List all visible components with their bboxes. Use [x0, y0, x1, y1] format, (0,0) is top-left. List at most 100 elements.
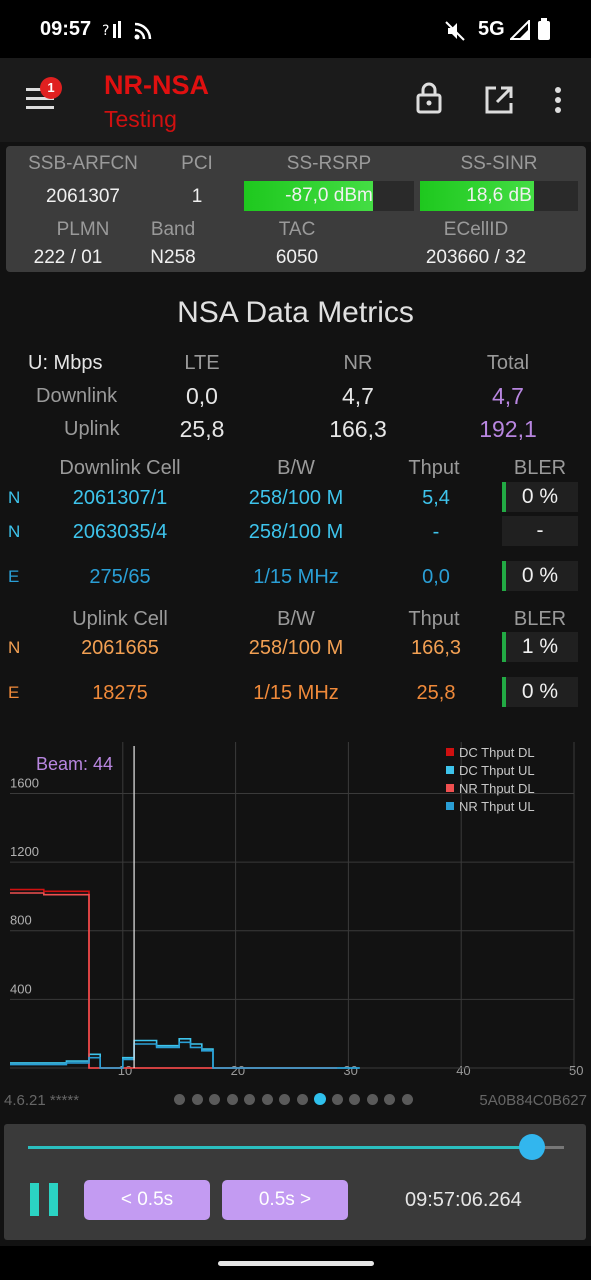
- page-dot[interactable]: [261, 1094, 273, 1105]
- step-forward-button[interactable]: 0.5s >: [222, 1180, 348, 1220]
- ul-row-0-type: N: [8, 638, 21, 657]
- page-dot[interactable]: [226, 1094, 238, 1105]
- dl-row-2-cell: 275/65: [89, 566, 151, 588]
- series-line: [10, 888, 338, 1069]
- legend-label: NR Thput UL: [459, 799, 535, 814]
- x-tick-label: 10: [118, 1063, 132, 1078]
- ssb-arfcn-label: SSB-ARFCN: [28, 153, 138, 174]
- page-dot[interactable]: [401, 1094, 413, 1105]
- page-dot[interactable]: [296, 1094, 308, 1105]
- ul-row-1-bler: 0 %: [502, 677, 578, 707]
- ecellid-label: ECellID: [443, 219, 509, 240]
- ss-rsrp-fill: [244, 181, 374, 211]
- app-subtitle: Testing: [104, 106, 177, 132]
- x-tick-label: 20: [231, 1063, 245, 1078]
- lock-icon[interactable]: [416, 82, 442, 114]
- page-dot[interactable]: [314, 1093, 326, 1105]
- network-type: 5G: [478, 18, 505, 40]
- mute-icon: [445, 21, 465, 41]
- cast-icon: [134, 22, 152, 40]
- ss-sinr-value: 18,6 dB: [466, 185, 532, 206]
- dl-row-1-type: N: [8, 522, 21, 541]
- app-bar: [0, 58, 591, 142]
- uplink-label: Uplink: [64, 418, 120, 440]
- step-back-button[interactable]: < 0.5s: [84, 1180, 210, 1220]
- ss-rsrp-label: SS-RSRP: [286, 153, 372, 174]
- battery-icon: [538, 18, 550, 40]
- app-title: NR-NSA: [104, 70, 209, 100]
- page-dot[interactable]: [191, 1094, 203, 1105]
- series-line: [10, 1041, 360, 1069]
- total-header: Total: [486, 352, 530, 374]
- dl-bw-header: B/W: [277, 457, 315, 479]
- app-version: 4.6.21 *****: [4, 1092, 80, 1109]
- page-dot[interactable]: [279, 1094, 290, 1105]
- open-external-icon[interactable]: [484, 85, 514, 115]
- status-time: 09:57: [40, 18, 92, 40]
- seek-bar[interactable]: [28, 1146, 532, 1149]
- band-value: N258: [150, 247, 196, 268]
- ul-row-0-bw: 258/100 M: [248, 637, 344, 659]
- ul-row-0-bler: 1 %: [502, 632, 578, 662]
- metrics-title: NSA Data Metrics: [177, 296, 414, 329]
- beam-label: Beam: 44: [36, 754, 113, 774]
- y-tick-label: 1600: [10, 775, 39, 790]
- uplink-nr-value: 166,3: [329, 416, 387, 442]
- ss-rsrp-value: -87,0 dBm: [285, 185, 373, 206]
- bler-indicator: [502, 482, 506, 512]
- unit-label: U: Mbps: [28, 352, 103, 374]
- signal-question-icon: ?: [102, 21, 121, 39]
- page-dot[interactable]: [349, 1094, 360, 1105]
- series-line: [10, 1038, 360, 1069]
- pause-icon-bar[interactable]: [49, 1183, 58, 1216]
- legend-label: DC Thput DL: [459, 745, 535, 760]
- x-tick-label: 40: [456, 1063, 470, 1078]
- page-dot[interactable]: [331, 1094, 343, 1105]
- y-tick-label: 400: [10, 981, 32, 996]
- home-handle[interactable]: [218, 1261, 374, 1266]
- downlink-label: Downlink: [36, 385, 118, 407]
- dl-row-1-bler-value: -: [536, 519, 544, 542]
- uplink-total-value: 192,1: [479, 416, 537, 442]
- band-label: Band: [150, 219, 196, 240]
- ssb-arfcn-value: 2061307: [46, 186, 120, 207]
- legend-swatch: [446, 802, 454, 810]
- page-dot[interactable]: [384, 1094, 395, 1105]
- bler-indicator: [502, 677, 506, 707]
- ecellid-value: 203660 / 32: [425, 247, 527, 268]
- dl-row-1-cell: 2063035/4: [72, 521, 168, 543]
- downlink-nr-value: 4,7: [342, 383, 374, 409]
- more-vert-icon[interactable]: [553, 86, 563, 114]
- ss-rsrp-meter: -87,0 dBm: [244, 181, 414, 211]
- page-dot[interactable]: [174, 1094, 185, 1105]
- dl-row-0-type: N: [8, 488, 21, 507]
- x-tick-label: 50: [569, 1063, 583, 1078]
- legend-swatch: [446, 784, 454, 792]
- uplink-cell-header: Uplink Cell: [72, 608, 168, 630]
- legend-label: NR Thput DL: [459, 781, 535, 796]
- ul-row-0-bler-value: 1 %: [521, 635, 559, 658]
- pause-icon[interactable]: [30, 1183, 39, 1216]
- dl-row-1-thput: -: [432, 521, 440, 543]
- plmn-value: 222 / 01: [33, 247, 103, 268]
- seek-bar-remaining[interactable]: [531, 1146, 564, 1149]
- page-dot[interactable]: [244, 1094, 255, 1105]
- dl-row-2-bler: 0 %: [502, 561, 578, 591]
- legend-label: DC Thput UL: [459, 763, 535, 778]
- legend-swatch: [446, 766, 454, 774]
- dl-row-2-type: E: [8, 567, 20, 586]
- cell-signal-icon: [510, 20, 530, 40]
- uplink-lte-value: 25,8: [179, 416, 225, 442]
- page-dot[interactable]: [366, 1094, 378, 1105]
- downlink-lte-value: 0,0: [186, 383, 218, 409]
- nr-header: NR: [343, 352, 373, 374]
- page-dot[interactable]: [209, 1094, 220, 1105]
- seek-thumb[interactable]: [518, 1134, 545, 1160]
- dl-row-1-bler: -: [502, 516, 578, 546]
- y-tick-label: 1200: [10, 844, 39, 859]
- dl-row-2-thput: 0,0: [422, 566, 450, 588]
- ul-thput-header: Thput: [408, 608, 460, 630]
- ul-row-1-cell: 18275: [92, 682, 148, 704]
- ul-row-0-cell: 2061665: [81, 637, 159, 659]
